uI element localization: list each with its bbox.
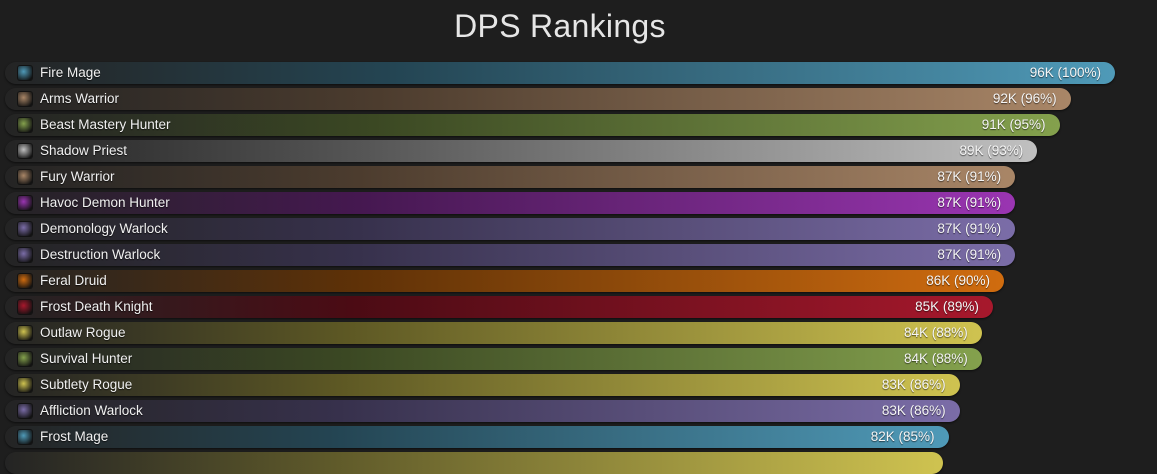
bar-value-label: 92K (96%)	[992, 91, 1057, 106]
outlaw-icon	[18, 326, 32, 340]
bar-row: Shadow Priest 89K (93%)	[5, 140, 1157, 162]
bar	[5, 426, 949, 448]
bar-value-label: 87K (91%)	[937, 221, 1002, 236]
chart-title: DPS Rankings	[454, 8, 666, 44]
bar	[5, 348, 982, 370]
bar-row: Subtlety Rogue 83K (86%)	[5, 374, 1157, 396]
bar	[5, 400, 960, 422]
bar-value-label: 89K (93%)	[959, 143, 1024, 158]
bar-value-label: 87K (91%)	[937, 195, 1002, 210]
bar-label: Havoc Demon Hunter	[40, 195, 170, 210]
bar-label: Frost Mage	[40, 429, 109, 444]
bar	[5, 452, 943, 474]
bar-label: Shadow Priest	[40, 143, 128, 158]
frost-mage-icon	[18, 430, 32, 444]
bar-value-label: 91K (95%)	[981, 117, 1046, 132]
bar-value-label: 83K (86%)	[881, 377, 946, 392]
bar-row: Affliction Warlock 83K (86%)	[5, 400, 1157, 422]
feral-icon	[18, 274, 32, 288]
bar-value-label: 83K (86%)	[881, 403, 946, 418]
fury-icon	[18, 170, 32, 184]
bar	[5, 218, 1016, 240]
bar-row: Survival Hunter 84K (88%)	[5, 348, 1157, 370]
bar	[5, 88, 1071, 110]
bar-label: Frost Death Knight	[40, 299, 153, 314]
fire-icon	[18, 66, 32, 80]
bar	[5, 244, 1016, 266]
bar-label: Subtlety Rogue	[40, 377, 133, 392]
affliction-icon	[18, 404, 32, 418]
bar-label: Arms Warrior	[40, 91, 119, 106]
bar-row: Fire Mage 96K (100%)	[5, 62, 1157, 84]
destruction-icon	[18, 248, 32, 262]
bar	[5, 166, 1016, 188]
bar-row: Destruction Warlock 87K (91%)	[5, 244, 1157, 266]
bar-row: Frost Mage 82K (85%)	[5, 426, 1157, 448]
frost-dk-icon	[18, 300, 32, 314]
bar-label: Survival Hunter	[40, 351, 133, 366]
bar-value-label: 96K (100%)	[1029, 65, 1101, 80]
bar	[5, 114, 1060, 136]
bar-row: Feral Druid 86K (90%)	[5, 270, 1157, 292]
bar-row: Outlaw Rogue 84K (88%)	[5, 322, 1157, 344]
bar	[5, 192, 1016, 214]
bar	[5, 374, 960, 396]
bar-label: Affliction Warlock	[40, 403, 143, 418]
bar-value-label: 84K (88%)	[904, 351, 968, 366]
bar	[5, 140, 1038, 162]
bar	[5, 296, 993, 318]
bar-chart: Fire Mage 96K (100%) Arms Warrior 92K (96%)…	[5, 62, 1157, 474]
shadow-icon	[18, 144, 32, 158]
bar-label: Demonology Warlock	[40, 221, 168, 236]
subtlety-icon	[18, 378, 32, 392]
bar-label: Destruction Warlock	[40, 247, 161, 262]
bar-value-label: 87K (91%)	[937, 169, 1002, 184]
bar-value-label: 86K (90%)	[926, 273, 990, 288]
bar-value-label: 82K (85%)	[870, 429, 935, 444]
survival-icon	[18, 352, 32, 366]
bar-value-label: 85K (89%)	[915, 299, 979, 314]
demonology-icon	[18, 222, 32, 236]
bar-row: Fury Warrior 87K (91%)	[5, 166, 1157, 188]
bar-label: Feral Druid	[40, 273, 107, 288]
bar	[5, 62, 1115, 84]
bar-row: Demonology Warlock 87K (91%)	[5, 218, 1157, 240]
bar-label: Fury Warrior	[40, 169, 115, 184]
bar	[5, 270, 1004, 292]
bar-label: Outlaw Rogue	[40, 325, 126, 340]
bar-row: Beast Mastery Hunter 91K (95%)	[5, 114, 1157, 136]
demon-icon	[18, 196, 32, 210]
bar-row: Arms Warrior 92K (96%)	[5, 88, 1157, 110]
bar	[5, 322, 982, 344]
bar-value-label: 87K (91%)	[937, 247, 1002, 262]
beast-icon	[18, 118, 32, 132]
bar-value-label: 84K (88%)	[904, 325, 968, 340]
bar-label: Beast Mastery Hunter	[40, 117, 171, 132]
bar-row: Havoc Demon Hunter 87K (91%)	[5, 192, 1157, 214]
bar-row: Frost Death Knight 85K (89%)	[5, 296, 1157, 318]
sword-icon	[18, 92, 32, 106]
bar-label: Fire Mage	[40, 65, 101, 80]
